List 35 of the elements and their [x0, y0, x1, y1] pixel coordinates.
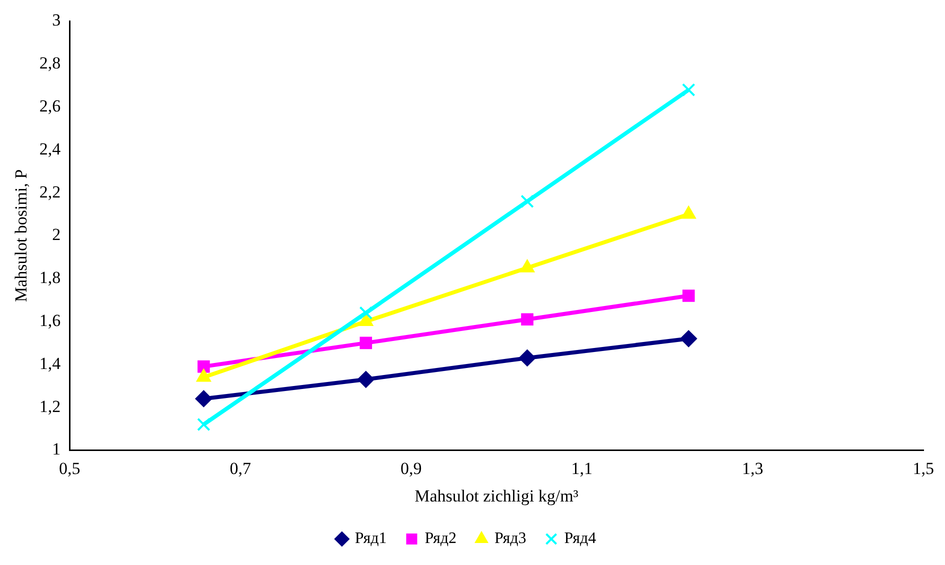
legend-label: Ряд3	[494, 530, 526, 548]
point	[518, 349, 536, 366]
point	[197, 418, 210, 432]
y-tick-label: 2,6	[39, 96, 61, 116]
y-tick-label: 2,2	[39, 182, 61, 202]
y-tick-label: 1,8	[39, 268, 61, 288]
point	[360, 336, 372, 350]
x-axis-title: Mahsulot zichligi kg/m³	[414, 486, 578, 506]
y-tick-label: 2,4	[39, 139, 62, 158]
legend-label: Ряд1	[354, 530, 387, 548]
y-tick-label: 1,2	[39, 396, 61, 416]
x-tick-label: 0,5	[59, 458, 80, 478]
y-axis-title: Mahsulot bosimi, P	[12, 169, 31, 302]
y-tick-label: 1,4	[39, 354, 62, 373]
x-tick-label: 0,7	[230, 458, 252, 478]
point	[680, 330, 698, 348]
point	[521, 313, 534, 326]
y-tick-label: 2,8	[39, 54, 61, 73]
x-tick-label: 1,5	[912, 458, 934, 478]
point	[520, 194, 534, 208]
legend-label: Ряд4	[564, 530, 596, 548]
y-tick-label: 3	[52, 10, 61, 30]
y-tick-label: 1	[52, 440, 61, 459]
point	[682, 83, 696, 96]
point	[682, 290, 695, 302]
x-tick-label: 1,3	[742, 458, 764, 478]
x-tick-label: 0,9	[400, 458, 422, 478]
y-tick-label: 2	[52, 225, 61, 244]
legend-label: Ряд2	[424, 530, 457, 548]
point	[195, 390, 212, 408]
y-tick-label: 1,6	[39, 310, 61, 330]
point	[359, 306, 373, 320]
point	[357, 370, 374, 388]
x-tick-label: 1,1	[571, 458, 593, 478]
point	[198, 360, 210, 373]
